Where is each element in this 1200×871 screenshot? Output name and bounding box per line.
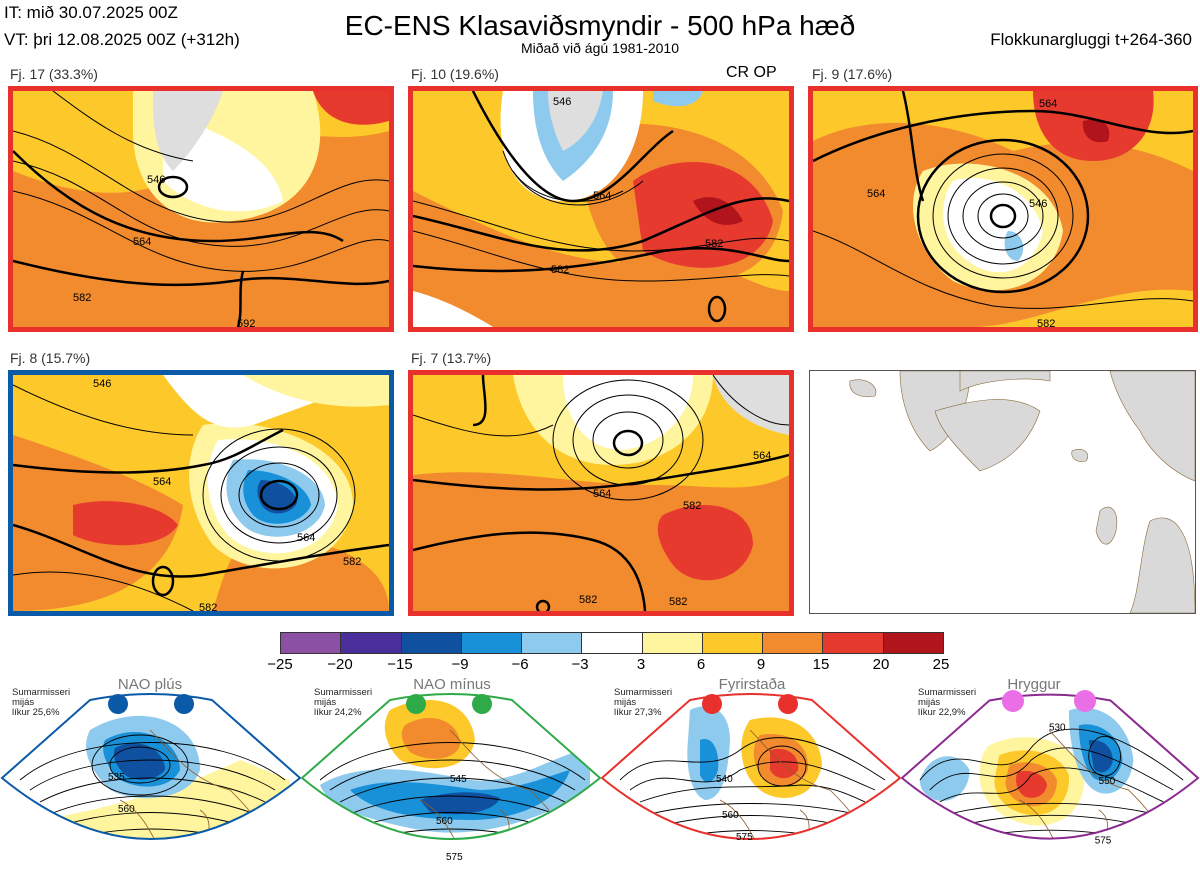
colorbar-tick: −3 bbox=[571, 656, 589, 673]
regime-info: Sumarmisseri mijás líkur 22,9% bbox=[918, 687, 977, 718]
panel-label: Fj. 9 (17.6%) bbox=[812, 66, 893, 82]
regime-title-ridge: Hryggur bbox=[1007, 676, 1061, 693]
colorbar-swatch bbox=[702, 633, 764, 653]
contour-label: 546 bbox=[553, 96, 571, 108]
colorbar-tick: −9 bbox=[451, 656, 469, 673]
contour-label: 564 bbox=[153, 476, 171, 488]
contour-label: 550 bbox=[1099, 776, 1116, 787]
contour-label: 530 bbox=[1049, 722, 1066, 733]
cluster-map-fj17: 564 546 582 592 bbox=[8, 86, 394, 332]
contour-label: 564 bbox=[593, 190, 611, 202]
colorbar-tick: −15 bbox=[387, 656, 413, 673]
regime-dot bbox=[174, 694, 194, 714]
colorbar-tick: 9 bbox=[756, 656, 766, 673]
panel-label: Fj. 8 (15.7%) bbox=[10, 350, 91, 366]
contour-label: 545 bbox=[450, 774, 467, 785]
colorbar-swatch bbox=[763, 633, 824, 653]
contour-label: 564 bbox=[133, 236, 151, 248]
cluster-map-fj7: 564 564 582 582 582 bbox=[408, 370, 794, 616]
contour-label: 582 bbox=[551, 264, 569, 276]
contour-label: 546 bbox=[1029, 198, 1047, 210]
colorbar-swatch bbox=[823, 633, 884, 653]
colorbar-swatch bbox=[522, 633, 583, 653]
regime-dot bbox=[406, 694, 426, 714]
contour-label: 582 bbox=[705, 238, 723, 250]
colorbar-tick: 3 bbox=[636, 656, 646, 673]
regime-dot bbox=[778, 694, 798, 714]
contour-label: 582 bbox=[199, 602, 217, 611]
issue-time: IT: mið 30.07.2025 00Z bbox=[4, 3, 178, 22]
colorbar-swatch bbox=[401, 633, 462, 653]
contour-label: 564 bbox=[867, 188, 885, 200]
contour-label: 575 bbox=[446, 852, 463, 863]
contour-label: 560 bbox=[436, 816, 453, 827]
page-title: EC-ENS Klasaviðsmyndir - 500 hPa hæð bbox=[344, 10, 856, 41]
regime-title-blocking: Fyrirstaða bbox=[718, 676, 786, 693]
colorbar-tick: −20 bbox=[327, 656, 353, 673]
valid-time: VT: þri 12.08.2025 00Z (+312h) bbox=[4, 30, 240, 49]
colorbar-swatch bbox=[642, 633, 703, 653]
contour-label: 582 bbox=[73, 292, 91, 304]
cluster-map-fj9: 564 564 546 582 bbox=[808, 86, 1198, 332]
regime-map-nao-plus: 535 560 bbox=[0, 693, 302, 840]
contour-label: 592 bbox=[237, 318, 255, 327]
colorbar-swatch bbox=[341, 633, 402, 653]
regime-dot bbox=[108, 694, 128, 714]
regime-map-nao-minus: 545 560 575 bbox=[300, 693, 602, 863]
contour-label: 564 bbox=[297, 532, 315, 544]
cr-op-label: CR OP bbox=[726, 64, 777, 81]
regime-info: Sumarmisseri mijás líkur 24,2% bbox=[314, 687, 373, 718]
contour-label: 564 bbox=[753, 450, 771, 462]
contour-label: 575 bbox=[1095, 836, 1112, 847]
contour-label: 564 bbox=[1039, 98, 1057, 110]
contour-label: 582 bbox=[669, 596, 687, 608]
colorbar-tick: −25 bbox=[267, 656, 293, 673]
panel-label: Fj. 10 (19.6%) bbox=[411, 66, 499, 82]
regime-dot bbox=[472, 694, 492, 714]
contour-label: 560 bbox=[118, 804, 135, 815]
colorbar-tick: 15 bbox=[812, 656, 830, 673]
contour-label: 582 bbox=[683, 500, 701, 512]
colorbar-tick: 20 bbox=[872, 656, 890, 673]
regime-info: Sumarmisseri mijás líkur 25,6% bbox=[12, 687, 71, 718]
contour-label: 540 bbox=[716, 774, 733, 785]
colorbar-tick: 6 bbox=[696, 656, 706, 673]
reference-map bbox=[809, 370, 1196, 614]
regime-title-nao-minus: NAO mínus bbox=[413, 676, 491, 693]
regime-dot bbox=[1002, 690, 1024, 712]
colorbar-swatch bbox=[883, 633, 943, 653]
contour-label: 546 bbox=[147, 174, 165, 186]
cluster-map-fj8: 546 564 564 582 582 bbox=[8, 370, 394, 616]
colorbar-swatch bbox=[582, 633, 643, 653]
regime-info: Sumarmisseri mijás líkur 27,3% bbox=[614, 687, 673, 718]
contour-label: 582 bbox=[579, 594, 597, 606]
colorbar-tick: 25 bbox=[932, 656, 950, 673]
regime-title-nao-plus: NAO plús bbox=[117, 676, 183, 693]
panel-label: Fj. 7 (13.7%) bbox=[411, 350, 492, 366]
contour-label: 535 bbox=[108, 772, 125, 783]
cluster-map-fj10: 564 546 582 582 bbox=[408, 86, 794, 332]
contour-label: 582 bbox=[1037, 318, 1055, 327]
panel-label: Fj. 17 (33.3%) bbox=[10, 66, 98, 82]
regime-map-blocking: 540 560 575 bbox=[600, 693, 902, 843]
colorbar-swatch bbox=[281, 633, 342, 653]
regime-dot bbox=[1074, 690, 1096, 712]
colorbar bbox=[280, 632, 944, 654]
classification-window: Flokkunargluggi t+264-360 bbox=[990, 30, 1192, 49]
contour-label: 564 bbox=[593, 488, 611, 500]
contour-label: 546 bbox=[93, 378, 111, 390]
contour-label: 575 bbox=[736, 832, 753, 843]
colorbar-tick: −6 bbox=[511, 656, 529, 673]
contour-label: 560 bbox=[722, 810, 739, 821]
contour-label: 582 bbox=[343, 556, 361, 568]
regime-dot bbox=[702, 694, 722, 714]
page-subtitle: Miðað við ágú 1981-2010 bbox=[520, 40, 680, 56]
colorbar-swatch bbox=[461, 633, 523, 653]
regime-map-ridge: 530 550 575 bbox=[900, 693, 1200, 847]
